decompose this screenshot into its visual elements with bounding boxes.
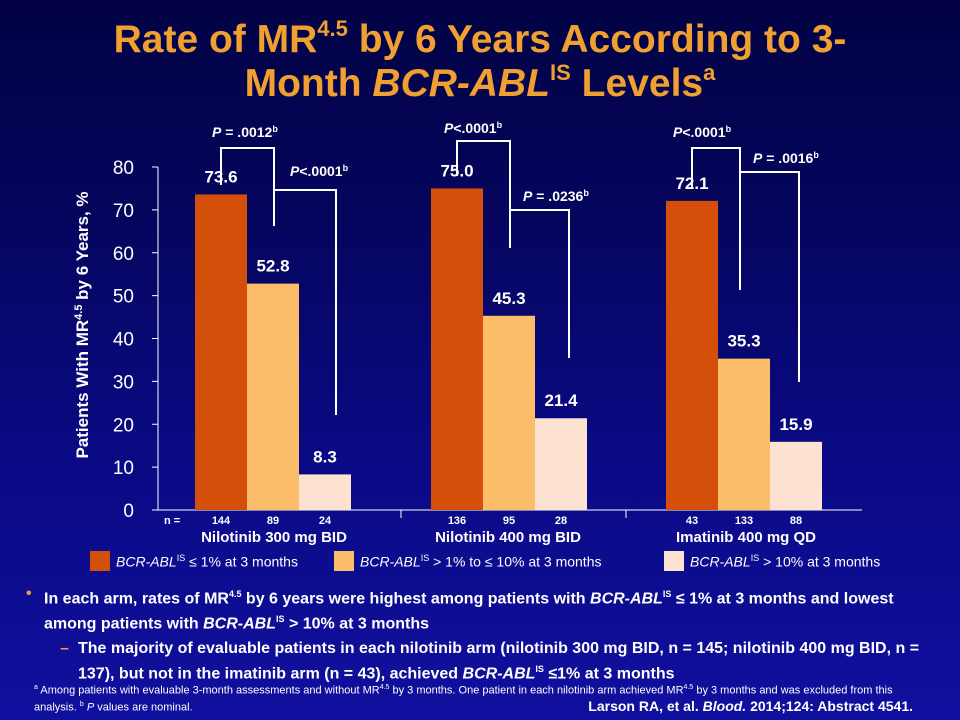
- bar: [195, 194, 247, 510]
- bullet-main: • In each arm, rates of MR4.5 by 6 years…: [26, 585, 894, 633]
- legend-item-low: BCR-ABLIS ≤ 1% at 3 months: [90, 551, 298, 571]
- y-tick-label: 70: [113, 201, 134, 222]
- bar: [666, 200, 718, 510]
- y-tick-label: 50: [113, 287, 134, 308]
- bullet-dash-icon: –: [60, 639, 69, 657]
- y-tick-label: 60: [113, 244, 134, 265]
- data-label: 35.3: [727, 332, 760, 351]
- bar-chart: 0 10 20 30 40 50 60 70 80 Patients With MR4.5 by …: [73, 120, 822, 546]
- data-label: 21.4: [544, 391, 578, 410]
- legend-label-mid: BCR-ABLIS > 1% to ≤ 10% at 3 months: [360, 552, 602, 570]
- n-label: 133: [735, 515, 753, 527]
- legend-swatch-high: [664, 551, 684, 571]
- y-tick-label: 10: [113, 458, 134, 479]
- y-tick-label: 80: [113, 158, 134, 179]
- pvalue-bracket: [509, 209, 570, 358]
- data-label: 52.8: [256, 257, 289, 276]
- chart-legend: BCR-ABLIS ≤ 1% at 3 months BCR-ABLIS > 1…: [0, 551, 960, 577]
- legend-swatch-mid: [334, 551, 354, 571]
- pvalue-bracket: [220, 147, 275, 226]
- pvalue-label: P<.0001b: [673, 124, 732, 140]
- category-label: Nilotinib 400 mg BID: [435, 529, 581, 546]
- pvalue-label: P<.0001b: [290, 163, 349, 179]
- legend-label-high: BCR-ABLIS > 10% at 3 months: [690, 552, 881, 570]
- n-label: 24: [319, 515, 332, 527]
- pvalue-label: P = .0016b: [753, 150, 819, 166]
- legend-item-mid: BCR-ABLIS > 1% to ≤ 10% at 3 months: [334, 551, 601, 571]
- category-label: Nilotinib 300 mg BID: [201, 529, 347, 546]
- bar: [431, 188, 483, 510]
- title-line-2: Month BCR-ABLIS Levelsa: [244, 60, 716, 106]
- pvalue-bracket: [456, 140, 511, 248]
- category-label: Imatinib 400 mg QD: [676, 529, 816, 546]
- y-tick-label: 0: [123, 501, 134, 522]
- y-tick-label: 20: [113, 415, 134, 436]
- pvalue-bracket: [739, 171, 800, 382]
- pvalue-bracket: [273, 189, 337, 415]
- n-label: 89: [267, 515, 279, 527]
- n-label: 43: [686, 515, 698, 527]
- bullet-sub: – The majority of evaluable patients in …: [60, 639, 920, 682]
- y-tick-label: 30: [113, 372, 134, 393]
- pvalue-label: P = .0012b: [212, 124, 278, 140]
- bar: [770, 441, 822, 510]
- data-label: 15.9: [779, 415, 812, 434]
- bar: [483, 315, 535, 510]
- y-tick-label: 40: [113, 330, 134, 351]
- bar: [718, 358, 770, 510]
- n-label: 95: [503, 515, 515, 527]
- pvalue-label: P<.0001b: [444, 120, 503, 136]
- legend-swatch-low: [90, 551, 110, 571]
- n-label: 88: [790, 515, 802, 527]
- data-label: 45.3: [492, 289, 525, 308]
- bar: [247, 283, 299, 510]
- n-label: 136: [448, 515, 466, 527]
- slide-title: Rate of MR4.5 by 6 Years According to 3-…: [0, 18, 960, 106]
- legend-label-low: BCR-ABLIS ≤ 1% at 3 months: [116, 552, 298, 570]
- pvalue-label: P = .0236b: [523, 188, 589, 204]
- citation: Larson RA, et al. Blood. 2014;124: Abstr…: [588, 698, 913, 714]
- bar: [535, 418, 587, 510]
- legend-item-high: BCR-ABLIS > 10% at 3 months: [664, 551, 880, 571]
- data-label: 8.3: [313, 447, 337, 466]
- n-label: 144: [212, 515, 231, 527]
- title-line-1: Rate of MR4.5 by 6 Years According to 3-: [113, 16, 847, 62]
- bar: [299, 474, 351, 510]
- n-label: 28: [555, 515, 567, 527]
- y-axis-label: Patients With MR4.5 by 6 Years, %: [73, 191, 92, 458]
- n-prefix-label: n =: [164, 515, 180, 527]
- bullet-dot-icon: •: [26, 585, 32, 602]
- bullet-list: • In each arm, rates of MR4.5 by 6 years…: [26, 584, 946, 684]
- footnote: a Among patients with evaluable 3-month …: [34, 684, 893, 714]
